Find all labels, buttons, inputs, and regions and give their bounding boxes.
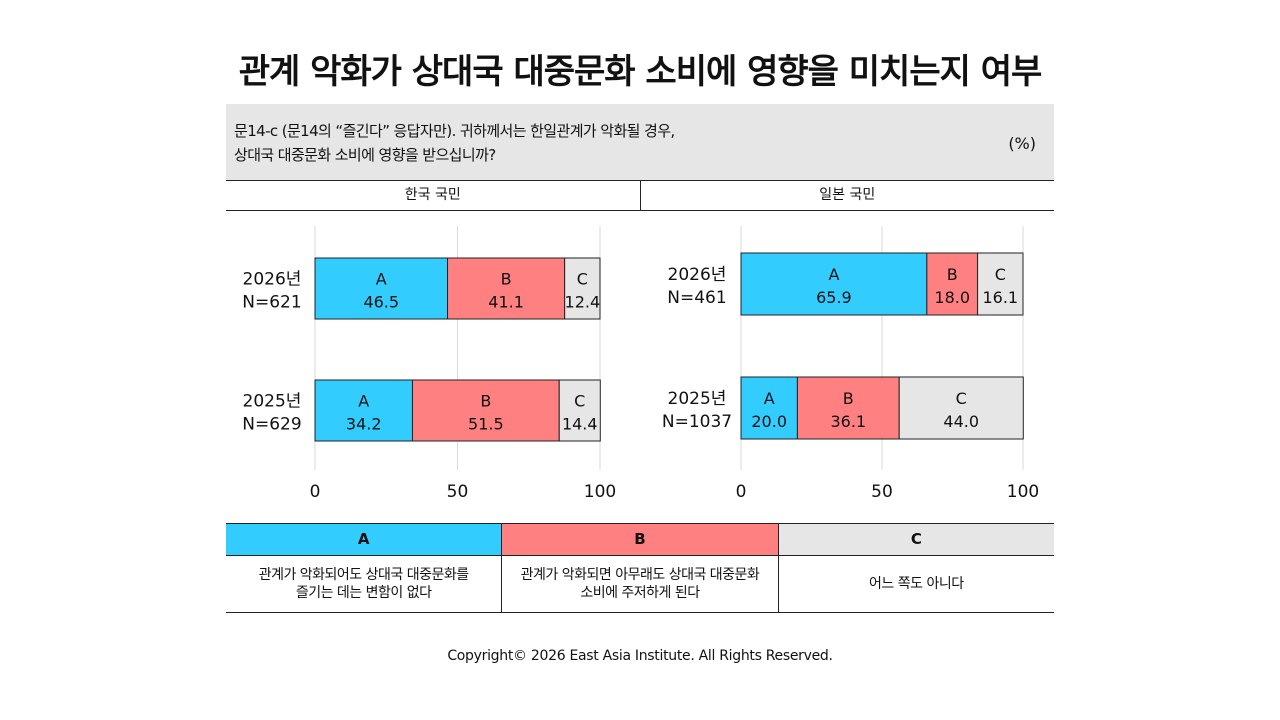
group-label-japan: 일본 국민 — [819, 187, 876, 203]
question-line-2: 상대국 대중문화 소비에 영향을 받으십니까? — [234, 146, 496, 164]
japan-bar-series-label: C — [956, 389, 967, 408]
legend-key-b: B — [502, 524, 778, 556]
japan-bar-value-label: 20.0 — [751, 412, 787, 431]
korea-category-n: N=621 — [242, 293, 301, 313]
japan-bar-series-label: C — [995, 265, 1006, 284]
korea-bar-c — [564, 257, 601, 320]
unit-label: (%) — [1008, 134, 1036, 153]
group-header: 한국 국민 일본 국민 — [226, 180, 1054, 211]
korea-bar-b — [411, 379, 560, 442]
japan-bar-value-label: 65.9 — [816, 288, 852, 307]
korea-bar-series-label: A — [376, 270, 387, 289]
legend-desc-c: 어느 쪽도 아니다 — [869, 576, 964, 592]
korea-tick-label: 0 — [310, 482, 321, 502]
legend-desc-a: 관계가 악화되어도 상대국 대중문화를 즐기는 데는 변함이 없다 — [258, 567, 469, 601]
korea-bar-series-label: B — [480, 392, 491, 411]
korea-bar-b — [447, 257, 566, 320]
legend-desc-b: 관계가 악화되면 아무래도 상대국 대중문화 소비에 주저하게 된다 — [520, 567, 760, 601]
japan-bar-value-label: 18.0 — [934, 288, 970, 307]
japan-bar-a — [740, 252, 928, 316]
question-line-1: 문14-c (문14의 “즐긴다” 응답자만). 귀하께서는 한일관계가 악화될… — [234, 122, 675, 140]
legend-col-c: C 어느 쪽도 아니다 — [777, 524, 1054, 612]
japan-category-n: N=1037 — [662, 412, 732, 432]
korea-category-year: 2025년 — [243, 392, 302, 412]
korea-bar-a — [314, 379, 413, 442]
korea-bar-c — [558, 379, 601, 442]
japan-bar-value-label: 44.0 — [943, 412, 979, 431]
korea-bar-series-label: C — [574, 392, 585, 411]
japan-bar-a — [740, 376, 798, 440]
japan-category-year: 2025년 — [668, 389, 727, 409]
korea-category-year: 2026년 — [243, 270, 302, 290]
korea-bar-value-label: 12.4 — [565, 293, 601, 312]
korea-bar-series-label: B — [501, 270, 512, 289]
korea-bar-value-label: 14.4 — [562, 415, 598, 434]
stacked-bar-charts: 0 50 100 2026년 N=621 A 46.5 B 41.1 C 12.4 2025년 N=62… — [242, 226, 1039, 502]
legend-col-b: B 관계가 악화되면 아무래도 상대국 대중문화 소비에 주저하게 된다 — [501, 524, 778, 612]
legend-col-a: A 관계가 악화되어도 상대국 대중문화를 즐기는 데는 변함이 없다 — [226, 524, 502, 612]
korea-tick-label: 50 — [447, 482, 469, 502]
japan-tick-label: 100 — [1007, 482, 1039, 502]
japan-bar-value-label: 36.1 — [830, 412, 866, 431]
japan-bar-series-label: B — [843, 389, 854, 408]
chart-title: 관계 악화가 상대국 대중문화 소비에 영향을 미치는지 여부 — [238, 52, 1043, 92]
japan-category-n: N=461 — [667, 288, 726, 308]
group-label-korea: 한국 국민 — [226, 181, 641, 210]
japan-bar-c — [898, 376, 1024, 440]
korea-category-n: N=629 — [242, 415, 301, 435]
japan-bar-series-label: B — [947, 265, 958, 284]
korea-bar-value-label: 51.5 — [468, 415, 504, 434]
japan-bar-series-label: A — [828, 265, 839, 284]
legend-key-a: A — [226, 524, 502, 556]
japan-tick-label: 0 — [736, 482, 747, 502]
japan-tick-label: 50 — [871, 482, 893, 502]
japan-bar-series-label: A — [764, 389, 775, 408]
korea-bar-series-label: A — [358, 392, 369, 411]
korea-bar-value-label: 41.1 — [488, 293, 524, 312]
legend-key-c: C — [778, 524, 1054, 556]
japan-category-year: 2026년 — [668, 265, 727, 285]
japan-bar-value-label: 16.1 — [982, 288, 1018, 307]
korea-tick-label: 100 — [584, 482, 616, 502]
japan-bar-b — [926, 252, 979, 316]
korea-bar-value-label: 34.2 — [346, 415, 382, 434]
korea-bar-value-label: 46.5 — [363, 293, 399, 312]
copyright-footer: Copyright© 2026 East Asia Institute. All… — [447, 648, 833, 664]
japan-bar-c — [977, 252, 1024, 316]
legend-table: A 관계가 악화되어도 상대국 대중문화를 즐기는 데는 변함이 없다 B 관계… — [226, 523, 1054, 613]
korea-bar-series-label: C — [577, 270, 588, 289]
question-box: 문14-c (문14의 “즐긴다” 응답자만). 귀하께서는 한일관계가 악화될… — [226, 104, 1054, 180]
